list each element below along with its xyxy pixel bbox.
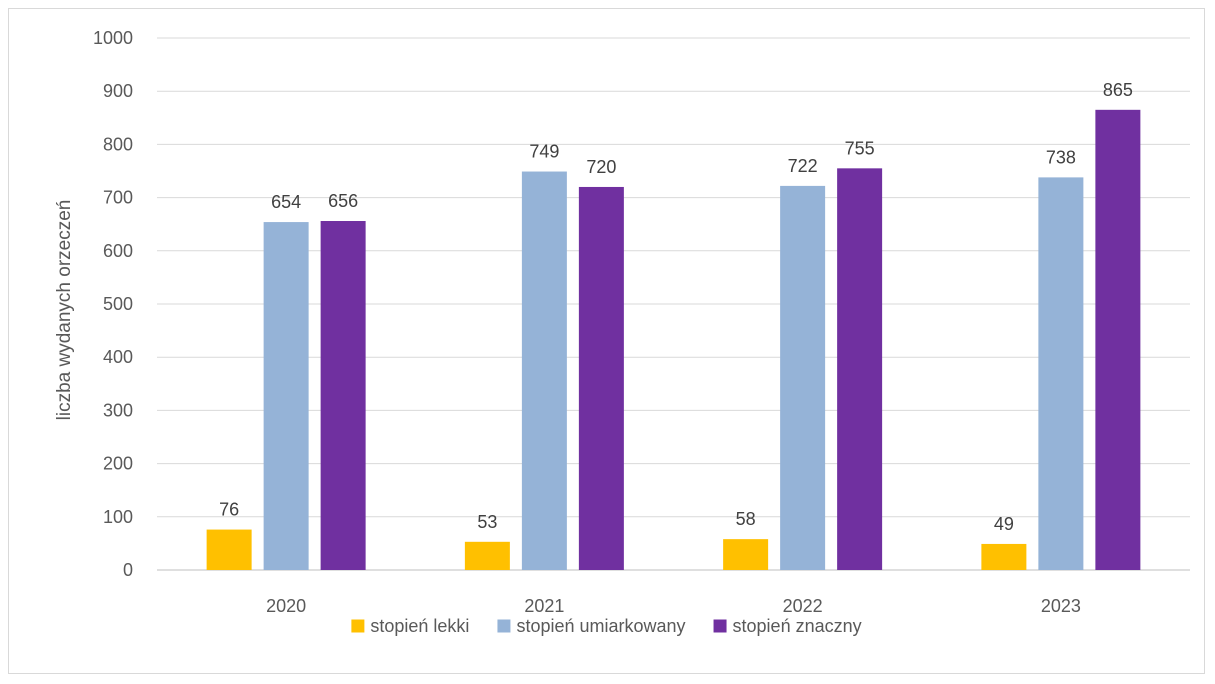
data-label: 749 (529, 142, 559, 162)
bar (206, 529, 252, 570)
y-tick-label: 500 (103, 294, 133, 314)
x-tick-label: 2022 (783, 596, 823, 616)
legend-item: stopień umiarkowany (497, 616, 686, 636)
bar (578, 186, 624, 570)
legend-label: stopień znaczny (733, 616, 862, 636)
bar (464, 541, 510, 570)
gridlines (157, 37, 1190, 571)
y-tick-label: 900 (103, 81, 133, 101)
y-tick-label: 800 (103, 134, 133, 154)
bar (837, 168, 883, 570)
bar (1095, 109, 1141, 570)
y-tick-label: 300 (103, 400, 133, 420)
bar (521, 171, 567, 571)
data-label: 656 (328, 191, 358, 211)
bars (206, 109, 1141, 571)
bar (263, 222, 309, 570)
bar (723, 539, 769, 570)
y-axis-ticks: 0 100 200 300 400 500 600 700 800 900 1000 (93, 28, 133, 580)
bar (780, 185, 826, 570)
x-axis-ticks: 2020 2021 2022 2023 (266, 596, 1081, 616)
x-tick-label: 2023 (1041, 596, 1081, 616)
data-label: 76 (219, 500, 239, 520)
bar (981, 543, 1027, 570)
legend-item: stopień znaczny (713, 616, 862, 636)
legend-item: stopień lekki (351, 616, 469, 636)
data-label: 720 (586, 157, 616, 177)
legend-swatch (497, 619, 511, 633)
data-label: 53 (477, 512, 497, 532)
data-label: 722 (788, 156, 818, 176)
y-tick-label: 400 (103, 347, 133, 367)
legend-swatch (713, 619, 727, 633)
legend-label: stopień umiarkowany (516, 616, 685, 636)
data-label: 865 (1103, 80, 1133, 100)
data-labels: 76 654 656 53 749 720 58 722 755 49 738 865 (219, 80, 1133, 534)
y-tick-label: 0 (123, 560, 133, 580)
data-label: 58 (736, 509, 756, 529)
legend-label: stopień lekki (370, 616, 469, 636)
data-label: 49 (994, 514, 1014, 534)
legend-swatch (351, 619, 365, 633)
bar (320, 221, 366, 570)
y-tick-label: 1000 (93, 28, 133, 48)
y-axis-title: liczba wydanych orzeczeń (54, 200, 75, 421)
data-label: 755 (845, 138, 875, 158)
y-tick-label: 700 (103, 188, 133, 208)
x-tick-label: 2020 (266, 596, 306, 616)
data-label: 654 (271, 192, 301, 212)
y-tick-label: 600 (103, 241, 133, 261)
legend: stopień lekki stopień umiarkowany stopień … (351, 616, 862, 636)
data-label: 738 (1046, 147, 1076, 167)
y-tick-label: 100 (103, 507, 133, 527)
bar (1038, 177, 1084, 570)
x-tick-label: 2021 (524, 596, 564, 616)
y-tick-label: 200 (103, 454, 133, 474)
